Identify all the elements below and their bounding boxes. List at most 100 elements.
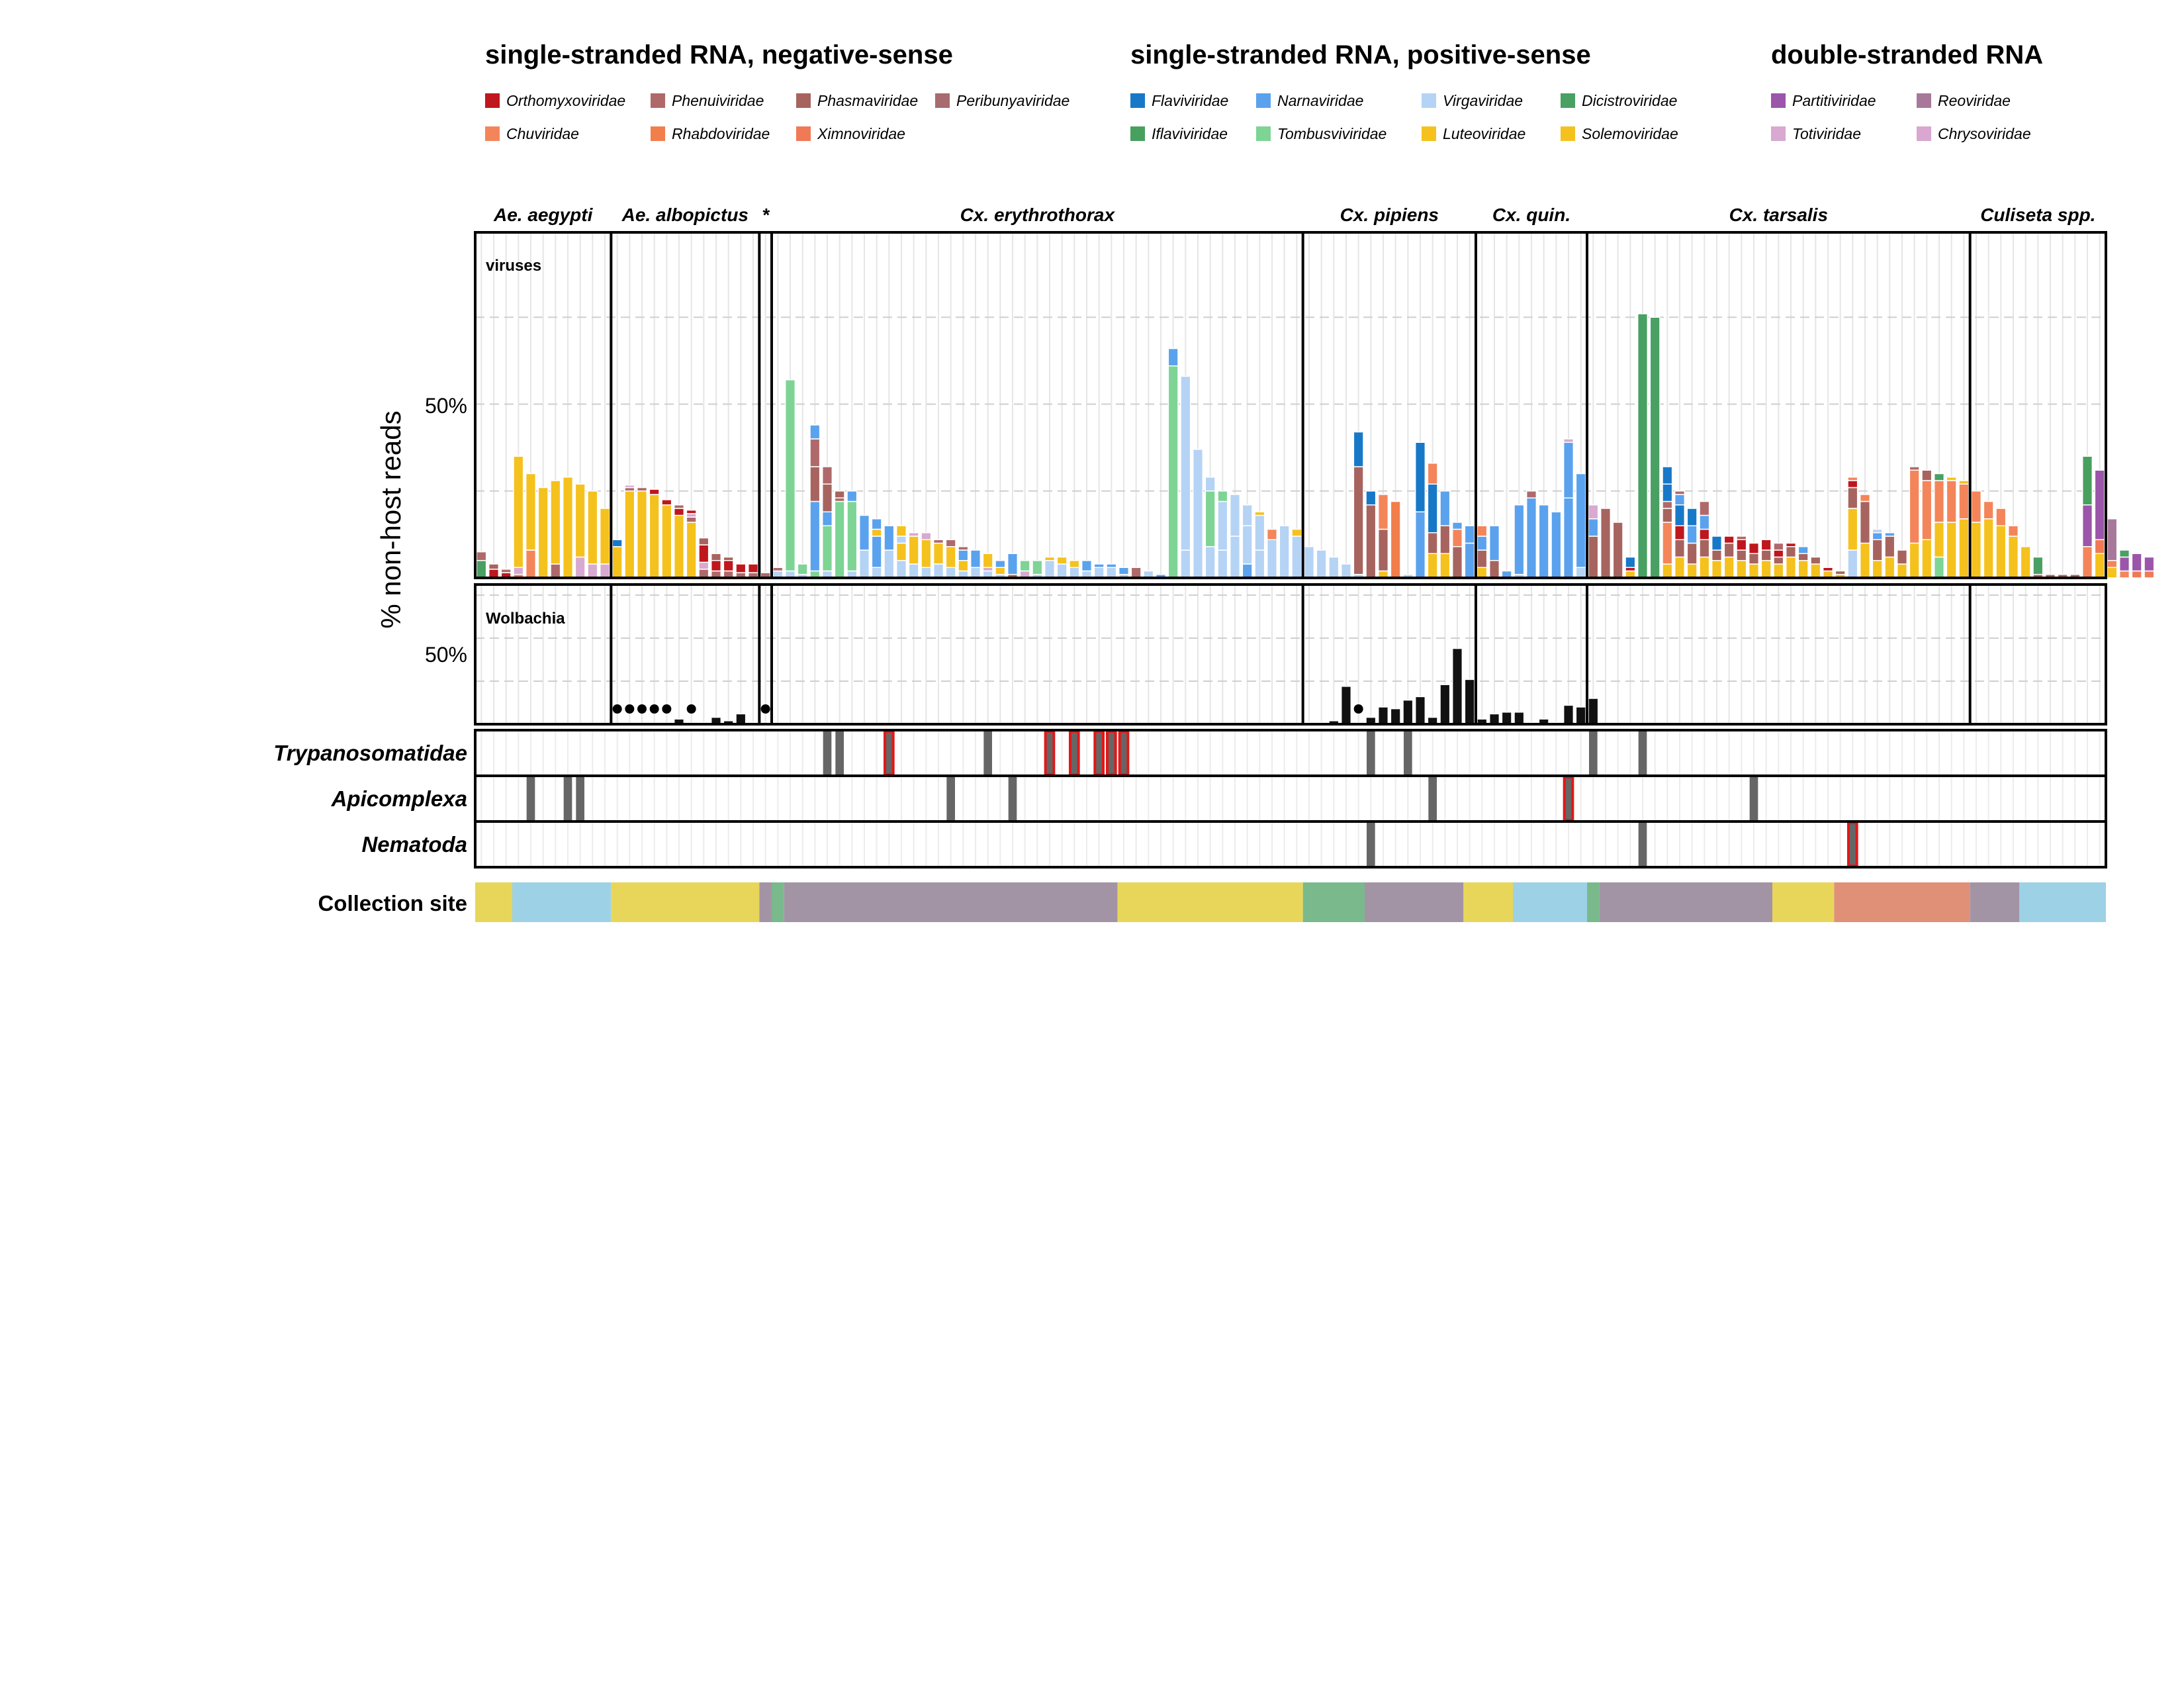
legend-group-title: single-stranded RNA, negative-sense bbox=[485, 40, 953, 70]
virus-bar-segment bbox=[1797, 546, 1809, 554]
virus-bar-segment bbox=[1044, 560, 1056, 579]
wolbachia-dot bbox=[760, 704, 770, 714]
virus-bar-segment bbox=[1736, 539, 1747, 551]
legend-swatch bbox=[1422, 93, 1436, 108]
track-positive-cell bbox=[1118, 730, 1130, 776]
panel-border bbox=[474, 583, 2107, 726]
wolbachia-bar bbox=[1575, 706, 1586, 725]
virus-bar-segment bbox=[1773, 556, 1784, 565]
virus-bar-segment bbox=[1377, 494, 1389, 530]
virus-bar-segment bbox=[895, 525, 907, 537]
site-segment bbox=[611, 882, 760, 922]
virus-bar-segment bbox=[1674, 539, 1686, 558]
virus-bar-segment bbox=[1674, 556, 1686, 579]
virus-bar-segment bbox=[1464, 542, 1475, 579]
virus-bar-segment bbox=[1884, 536, 1895, 558]
track-positive-cell bbox=[1404, 731, 1412, 774]
virus-bar-segment bbox=[1377, 528, 1389, 572]
virus-bar-segment bbox=[1872, 560, 1883, 579]
virus-bar-segment bbox=[797, 563, 808, 575]
species-label: Ae. albopictus bbox=[621, 205, 749, 225]
legend-label: Rhabdoviridae bbox=[672, 125, 770, 142]
legend-swatch bbox=[1561, 126, 1575, 141]
species-label: Cx. pipiens bbox=[1340, 205, 1439, 225]
virus-bar-segment bbox=[895, 542, 907, 561]
legend-swatch bbox=[651, 126, 665, 141]
virus-bar-segment bbox=[1872, 539, 1883, 561]
wolbachia-bar bbox=[1451, 647, 1463, 725]
virus-bar-segment bbox=[1588, 504, 1599, 520]
virus-bar-segment bbox=[1699, 556, 1710, 579]
species-labels: Ae. aegypti Ae. albopictus * Cx. erythrotho… bbox=[493, 205, 2095, 225]
site-segment bbox=[772, 882, 784, 922]
virus-bar-segment bbox=[1427, 532, 1438, 554]
virus-bar-segment bbox=[1748, 563, 1760, 579]
virus-bar-segment bbox=[1958, 480, 1970, 485]
virus-bar-segment bbox=[970, 549, 981, 568]
virus-bar-segment bbox=[1674, 491, 1686, 495]
track-positive-cell bbox=[983, 731, 992, 774]
track-positive-cell bbox=[526, 777, 535, 820]
legend-swatch bbox=[1130, 126, 1145, 141]
virus-bar-segment bbox=[1365, 504, 1377, 579]
virus-bar-segment bbox=[1637, 313, 1649, 579]
virus-bar-segment bbox=[698, 561, 709, 570]
legend-label: Peribunyaviridae bbox=[956, 92, 1069, 109]
wolbachia-bar bbox=[1588, 698, 1599, 725]
virus-bar-segment bbox=[1229, 536, 1241, 579]
track-positive-cell bbox=[576, 777, 584, 820]
virus-bar-segment bbox=[1835, 570, 1846, 575]
virus-bar-segment bbox=[821, 525, 833, 572]
track-positive-cell bbox=[1563, 776, 1574, 821]
virus-bar-segment bbox=[933, 563, 944, 579]
site-segment bbox=[1302, 882, 1365, 922]
virus-bar-segment bbox=[1748, 553, 1760, 565]
virus-bar-segment bbox=[587, 563, 598, 579]
virus-bar-segment bbox=[834, 500, 845, 579]
legend-swatch bbox=[1771, 126, 1786, 141]
virus-bar-segment bbox=[624, 485, 635, 489]
virus-bar-segment bbox=[1477, 536, 1488, 551]
virus-bar-segment bbox=[871, 536, 882, 568]
virus-bar-segment bbox=[1970, 522, 1982, 579]
species-label: Cx. erythrothorax bbox=[960, 205, 1116, 225]
virus-bar-segment bbox=[1451, 528, 1463, 547]
virus-bar-segment bbox=[908, 532, 919, 537]
virus-bar-segment bbox=[723, 556, 734, 561]
virus-bar-segment bbox=[1205, 546, 1216, 579]
site-label: Collection site bbox=[318, 891, 467, 915]
track-positive-cell bbox=[1847, 821, 1858, 867]
track-label: Nematoda bbox=[361, 832, 467, 857]
site-segment bbox=[2019, 882, 2106, 922]
virus-bar-segment bbox=[1414, 442, 1426, 512]
virus-bar-segment bbox=[1353, 431, 1364, 467]
virus-bar-segment bbox=[1995, 525, 2007, 579]
legend-label: Partitiviridae bbox=[1792, 92, 1876, 109]
virus-bar-segment bbox=[1056, 563, 1068, 579]
virus-bar-segment bbox=[1130, 567, 1142, 579]
virus-bar-segment bbox=[1291, 536, 1302, 579]
virus-bar-segment bbox=[1488, 525, 1500, 561]
virus-bar-segment bbox=[1958, 483, 1970, 520]
virus-bar-segment bbox=[1563, 497, 1574, 579]
site-segment bbox=[784, 882, 1118, 922]
legend-swatch bbox=[1917, 93, 1931, 108]
virus-bar-segment bbox=[2081, 455, 2093, 506]
virus-bar-segment bbox=[1254, 549, 1265, 579]
legend-group-title: double-stranded RNA bbox=[1771, 40, 2043, 70]
virus-bar-segment bbox=[1254, 514, 1265, 551]
wolbachia-dot bbox=[625, 704, 635, 714]
virus-bar-segment bbox=[1946, 477, 1957, 481]
virus-bar-segment bbox=[574, 483, 586, 558]
legend-label: Solemoviridae bbox=[1582, 125, 1678, 142]
virus-bar-segment bbox=[809, 424, 821, 440]
legend-swatch bbox=[796, 126, 811, 141]
virus-bar-segment bbox=[636, 487, 648, 492]
virus-bar-segment bbox=[895, 560, 907, 579]
virus-bar-segment bbox=[1921, 480, 1933, 540]
legend-label: Tombusviviridae bbox=[1277, 125, 1387, 142]
virus-bar-segment bbox=[945, 539, 956, 547]
virus-bar-segment bbox=[513, 567, 524, 575]
virus-bar-segment bbox=[1662, 483, 1673, 502]
virus-bar-segment bbox=[871, 518, 882, 530]
